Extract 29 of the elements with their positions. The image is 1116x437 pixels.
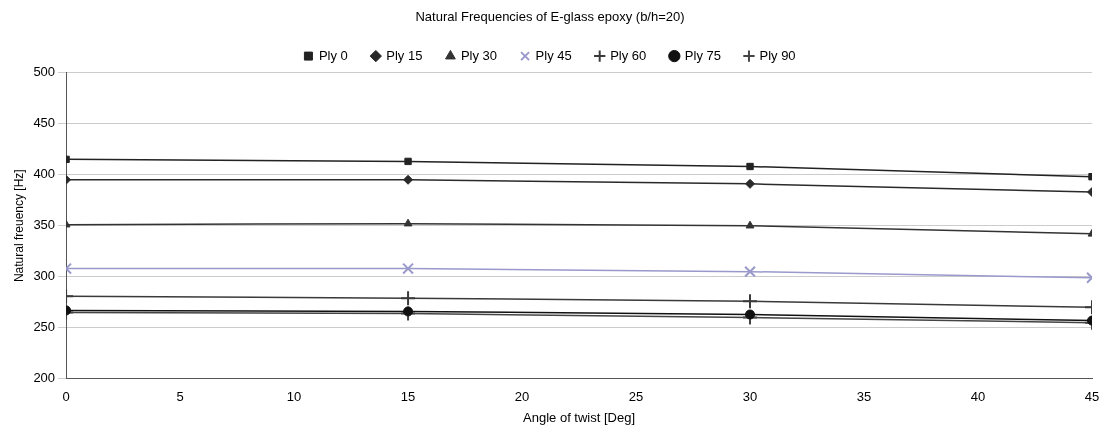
x-tick-label: 5 xyxy=(176,389,184,405)
legend-label: Ply 30 xyxy=(460,47,498,63)
x-tick-label: 30 xyxy=(742,389,758,405)
x-tick-label: 35 xyxy=(856,389,872,405)
y-tick-label: 300 xyxy=(33,268,56,284)
x-tick-label: 45 xyxy=(1084,389,1100,405)
x-axis-title: Angle of twist [Deg] xyxy=(523,409,636,425)
x-tick-label: 25 xyxy=(628,389,644,405)
point xyxy=(746,162,754,171)
legend-label: Ply 45 xyxy=(535,47,572,63)
x-tick-label: 10 xyxy=(286,389,302,405)
x-tick-label: 40 xyxy=(970,389,986,405)
legend-label: Ply 15 xyxy=(386,47,423,63)
y-tick-label: 250 xyxy=(33,319,56,335)
legend-label: Ply 90 xyxy=(759,47,796,63)
y-axis-title: Natural freuency [Hz] xyxy=(11,169,26,283)
legend-label: Ply 60 xyxy=(610,47,647,63)
x-tick-label: 0 xyxy=(62,389,70,405)
y-tick-label: 450 xyxy=(33,115,56,131)
legend-label: Ply 0 xyxy=(318,47,348,63)
y-tick-label: 350 xyxy=(33,217,56,233)
x-tick-label: 20 xyxy=(514,389,530,405)
point xyxy=(404,157,412,166)
y-tick-label: 400 xyxy=(33,166,56,182)
y-tick-label: 500 xyxy=(33,64,56,80)
legend-label: Ply 75 xyxy=(684,47,721,63)
chart-title: Natural Frequencies of E-glass epoxy (b/h=20) xyxy=(415,9,685,25)
y-tick-label: 200 xyxy=(33,370,56,386)
x-tick-label: 15 xyxy=(400,389,416,405)
